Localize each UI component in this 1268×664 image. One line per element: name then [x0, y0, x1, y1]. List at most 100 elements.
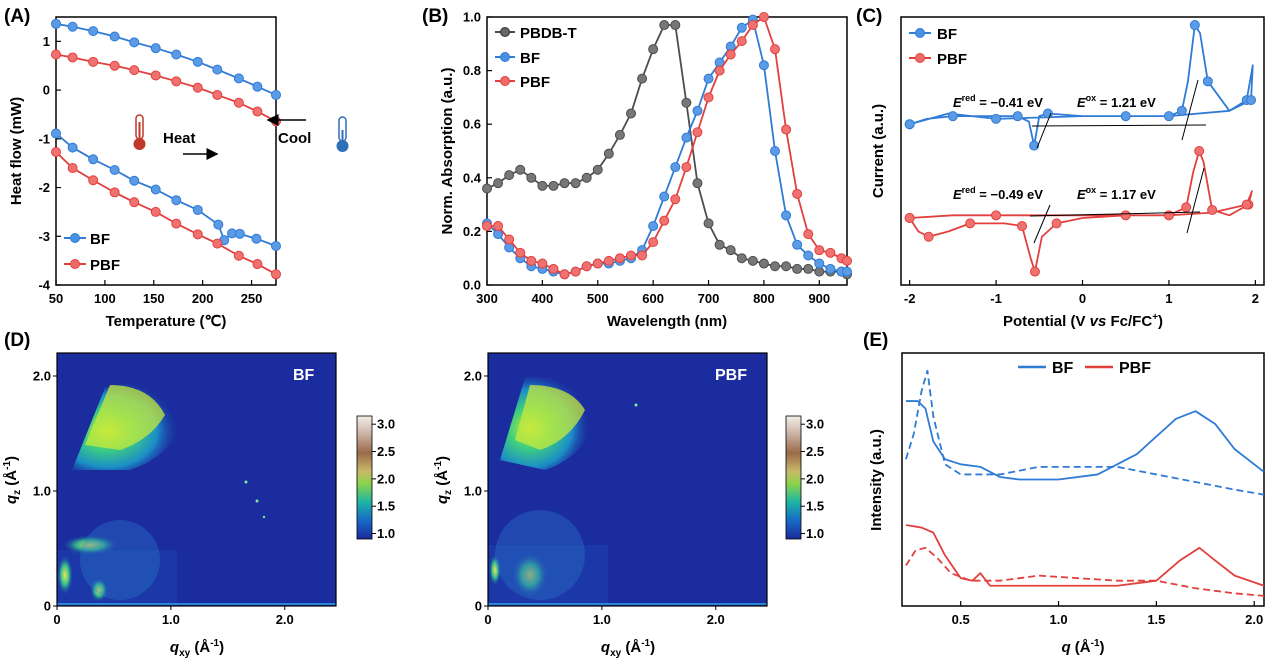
map-x-tick-label: 1.0 — [593, 612, 611, 627]
data-point — [493, 178, 504, 189]
data-point — [51, 128, 61, 139]
data-point — [781, 210, 792, 221]
map-x-tick-label: 0 — [484, 612, 491, 627]
data-point — [150, 206, 161, 217]
pbf-map-label: PBF — [715, 367, 747, 384]
panel-c-chart: -2 -1 0 1 2 Potential (V vs Fc/FC+) Current … — [870, 16, 1265, 330]
data-point — [212, 238, 223, 249]
panel-c-legend: BF PBF — [909, 26, 967, 68]
thermometer-hot-icon — [133, 114, 146, 150]
colorbar-tick-label: 3.0 — [806, 417, 824, 432]
bf-map-label: BF — [293, 367, 315, 384]
data-point — [904, 119, 915, 130]
panel-a-chart: 50 100 150 200 250 -4 -3 -2 -1 0 1 Temperature (℃)… — [8, 16, 349, 330]
data-point — [670, 20, 681, 31]
thermometer-cold-icon — [336, 116, 349, 152]
data-point — [1029, 266, 1040, 277]
data-point — [659, 191, 670, 202]
map-y-tick-label: 1.0 — [464, 484, 482, 499]
map-y-tick-label: 0 — [475, 599, 482, 614]
data-point — [526, 172, 537, 183]
bf-map-frame — [56, 352, 337, 607]
data-point — [493, 221, 504, 232]
data-point — [537, 258, 548, 269]
data-point — [747, 255, 758, 266]
data-point — [1176, 105, 1187, 116]
panel-e-legend-bf: BF — [1052, 360, 1074, 377]
panel-a-ylabel: Heat flow (mW) — [8, 97, 25, 205]
panel-b-legend-pbdbt: PBDB-T — [520, 25, 577, 42]
x-tick-label: 2 — [1252, 291, 1259, 306]
series-line-pbf — [487, 16, 848, 276]
map-y-tick-label: 2.0 — [464, 369, 482, 384]
data-point — [965, 218, 976, 229]
panel-b-legend-bf: BF — [520, 50, 540, 67]
data-point — [234, 228, 245, 239]
panel-a-xlabel: Temperature (℃) — [106, 313, 227, 330]
x-tick-label: -2 — [904, 291, 916, 306]
data-point — [770, 44, 780, 55]
x-tick-label: 400 — [532, 291, 554, 306]
data-point — [648, 237, 659, 248]
data-point — [770, 261, 780, 272]
data-point — [129, 175, 140, 186]
data-point — [515, 247, 526, 258]
data-point — [1189, 20, 1200, 31]
colorbar-tick-label: 2.0 — [806, 471, 824, 486]
x-tick-label: 700 — [698, 291, 720, 306]
data-point — [770, 146, 780, 156]
data-point — [109, 165, 120, 176]
x-tick-label: -1 — [990, 291, 1002, 306]
data-point — [1207, 204, 1218, 215]
data-point — [482, 221, 492, 232]
data-point — [603, 148, 614, 159]
series-line-pbf — [908, 150, 1253, 273]
y-tick-label: 0 — [43, 83, 50, 98]
data-point — [725, 49, 736, 60]
data-point — [67, 163, 78, 174]
data-point — [792, 263, 803, 274]
colorbar-tick-label: 1.5 — [806, 499, 824, 514]
data-point — [537, 180, 548, 191]
data-point — [271, 269, 281, 280]
data-point — [1051, 218, 1062, 229]
panel-d-axis-labels: qxy (Å-1) qz (Å-1) qxy (Å-1) qz (Å-1) — [2, 456, 655, 659]
y-tick-label: -3 — [38, 229, 50, 244]
panel-a-frame — [55, 16, 277, 286]
data-point — [251, 233, 262, 244]
y-tick-label: 1.0 — [463, 10, 481, 25]
x-tick-label: 2.0 — [1245, 612, 1263, 627]
series-line-pbdb-t — [486, 24, 848, 276]
x-tick-label: 200 — [192, 291, 214, 306]
data-point — [803, 250, 814, 261]
data-point — [129, 37, 140, 48]
series-line-bf — [55, 132, 277, 247]
map-y-tick-label: 1.0 — [33, 484, 51, 499]
data-point — [233, 73, 244, 84]
data-point — [659, 215, 670, 226]
bf-map-ylabel: qz (Å-1) — [2, 456, 23, 504]
data-point — [781, 124, 792, 135]
panel-e-ticks: 0.5 1.0 1.5 2.0 — [952, 601, 1263, 627]
data-point — [581, 261, 592, 272]
data-point — [592, 258, 603, 269]
data-point — [670, 162, 681, 173]
data-point — [67, 142, 78, 153]
pbf-ered-annotation: Ered = −0.49 eV — [953, 185, 1043, 202]
y-tick-label: 0.0 — [463, 278, 481, 293]
panel-c-tangent-lines — [1029, 79, 1207, 244]
panel-b-legend: PBDB-T BF PBF — [495, 25, 577, 91]
data-point — [1181, 202, 1192, 213]
panel-e-chart: 0.5 1.0 1.5 2.0 q (Å-1) Intensity (a.u.) BF… — [868, 352, 1265, 656]
colorbar-tick-label: 1.0 — [377, 526, 395, 541]
data-point — [271, 241, 281, 252]
y-tick-label: 0.6 — [463, 117, 481, 132]
data-point — [1241, 199, 1252, 210]
cool-annotation: Cool — [278, 130, 311, 147]
series-line-bf — [486, 18, 847, 276]
data-point — [792, 188, 803, 199]
data-point — [67, 21, 78, 32]
panel-a-legend-bf: BF — [90, 231, 110, 248]
y-tick-label: -4 — [38, 278, 50, 293]
data-point — [109, 187, 120, 198]
